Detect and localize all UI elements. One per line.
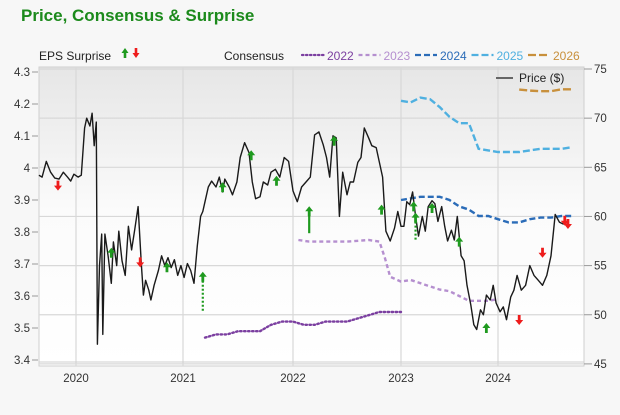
x-tick-label: 2022 (280, 373, 306, 385)
surprise-down-arrow-icon (53, 180, 62, 191)
left-tick-label: 3.6 (14, 291, 30, 303)
left-tick-label: 4.2 (14, 99, 30, 111)
consensus-line-2025 (400, 96, 573, 154)
surprise-up-arrow-icon (428, 203, 437, 213)
surprise-down-arrow-icon (136, 257, 145, 268)
up-arrow-icon (121, 48, 129, 58)
left-tick-label: 3.7 (14, 259, 30, 271)
left-tick-label: 4 (24, 163, 31, 175)
right-tick-label: 60 (594, 211, 607, 223)
surprise-up-arrow-icon (218, 182, 227, 193)
right-tick-label: 65 (594, 162, 607, 174)
price-legend-label: Price ($) (519, 71, 564, 85)
x-tick-label: 2024 (485, 373, 511, 385)
left-axis: 4.3 4.2 4.1 4 3.9 3.8 3.7 3.6 3.5 3.4 (14, 67, 38, 367)
down-arrow-icon (132, 48, 140, 58)
surprise-up-arrow-icon (247, 150, 256, 161)
left-tick-label: 3.5 (14, 323, 30, 335)
legend: EPS Surprise Consensus 2022 2023 2024 2025 2… (39, 48, 580, 63)
surprise-up-arrow-icon (455, 236, 464, 247)
consensus-line-2022 (203, 310, 403, 339)
price-line (38, 112, 565, 345)
legend-label-2022: 2022 (327, 49, 354, 63)
right-tick-label: 55 (594, 261, 607, 273)
eps-surprise-arrows (53, 135, 572, 333)
surprise-down-arrow-icon (538, 247, 547, 258)
surprise-up-arrow-icon (272, 175, 281, 186)
left-tick-label: 4.3 (14, 67, 30, 79)
right-tick-label: 45 (594, 359, 607, 371)
consensus-line-2024 (400, 195, 573, 224)
surprise-down-arrow-icon (515, 315, 524, 325)
surprise-up-arrow-icon (411, 212, 420, 242)
right-axis: 75 70 65 60 55 50 45 (584, 64, 607, 371)
right-tick-label: 50 (594, 310, 607, 322)
x-tick-label: 2023 (388, 373, 414, 385)
right-tick-label: 75 (594, 64, 607, 76)
left-tick-label: 4.1 (14, 131, 30, 143)
legend-label-2025: 2025 (497, 49, 524, 63)
x-axis: 2020 2021 2022 2023 2024 (39, 361, 584, 385)
price-series (38, 112, 565, 345)
x-tick-label: 2021 (170, 373, 196, 385)
surprise-up-arrow-icon (198, 271, 207, 311)
x-tick-label: 2020 (63, 373, 89, 385)
surprise-up-arrow-icon (482, 323, 491, 333)
right-tick-label: 70 (594, 113, 607, 125)
eps-surprise-legend-label: EPS Surprise (39, 49, 111, 63)
consensus-lines (203, 88, 573, 339)
surprise-up-arrow-icon (377, 204, 386, 215)
surprise-up-arrow-icon (330, 135, 339, 146)
legend-label-2026: 2026 (553, 49, 580, 63)
surprise-up-arrow-icon (162, 262, 171, 273)
left-tick-label: 3.8 (14, 227, 30, 239)
surprise-up-arrow-icon (107, 247, 116, 258)
gridlines (39, 67, 584, 366)
surprise-down-arrow-icon (563, 219, 572, 229)
surprise-up-arrow-icon (409, 201, 418, 212)
consensus-legend-series: 2022 2023 2024 2025 2026 (300, 49, 580, 63)
consensus-line-2026 (519, 88, 573, 93)
price-legend: Price ($) (496, 71, 564, 85)
consensus-legend-label: Consensus (224, 49, 284, 63)
surprise-up-arrow-icon (305, 206, 314, 234)
chart-title: Price, Consensus & Surprise (21, 6, 255, 25)
legend-label-2024: 2024 (440, 49, 467, 63)
legend-label-2023: 2023 (384, 49, 411, 63)
left-tick-label: 3.9 (14, 195, 30, 207)
left-tick-label: 3.4 (14, 355, 31, 367)
